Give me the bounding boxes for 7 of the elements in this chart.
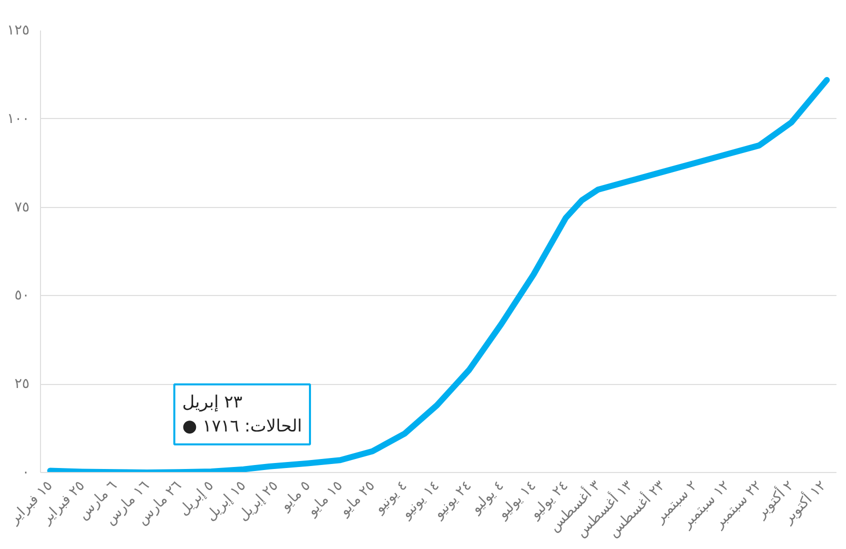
y-tick-label: ٧٥ [14,199,30,216]
y-tick-label: ٠ [22,464,30,480]
y-tick-label: ١٠٠ [6,110,30,127]
y-tick-label: ١٢٥ [6,22,30,38]
annotation: ٢٣ إبريل ● الحالات: ١٧١٦ [182,392,302,436]
y-tick-label: ٢٥ [14,376,30,392]
y-tick-label: ٥٠ [14,288,30,304]
